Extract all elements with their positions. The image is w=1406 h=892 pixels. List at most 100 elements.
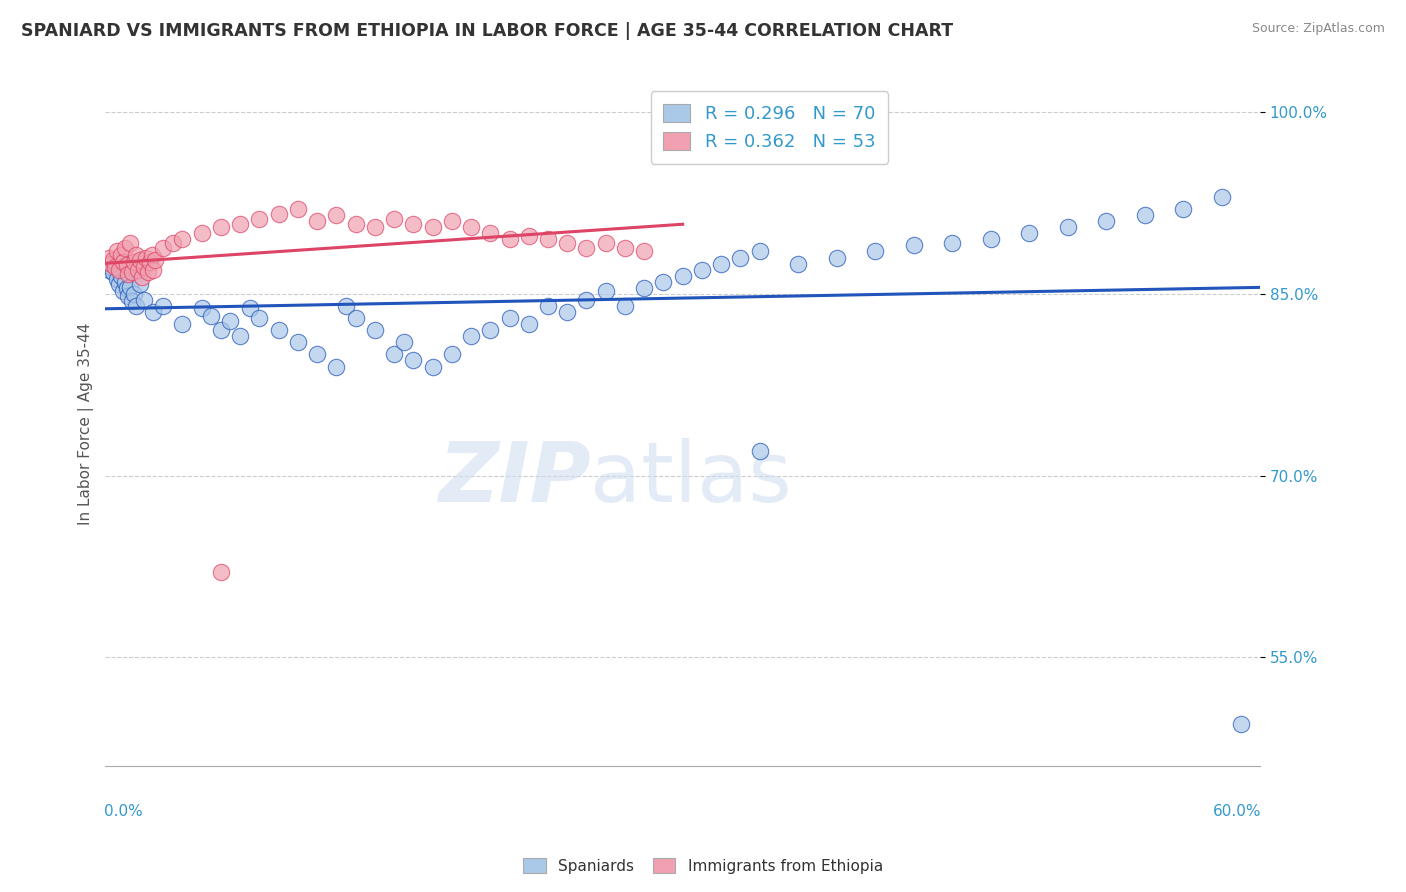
Point (162, 235, 184, 250)
Point (941, 235, 963, 250)
Point (267, 207, 290, 221)
Point (129, 252, 152, 267)
Point (787, 256, 810, 270)
Point (1133, 208, 1156, 222)
Point (537, 299, 560, 313)
Point (125, 248, 148, 262)
Point (730, 251, 752, 265)
Point (145, 252, 167, 267)
Point (219, 313, 242, 327)
Legend: Spaniards, Immigrants from Ethiopia: Spaniards, Immigrants from Ethiopia (517, 852, 889, 880)
Point (382, 211, 405, 226)
Point (125, 299, 148, 313)
Point (131, 269, 153, 284)
Point (142, 262, 165, 277)
Point (247, 211, 270, 226)
Point (575, 293, 598, 307)
Point (710, 256, 733, 270)
Point (335, 299, 357, 313)
Point (127, 262, 149, 277)
Point (633, 281, 655, 295)
Point (307, 347, 329, 361)
Text: 60.0%: 60.0% (1212, 804, 1261, 819)
Point (344, 311, 367, 326)
Point (555, 305, 578, 319)
Point (141, 248, 163, 262)
Point (121, 294, 143, 309)
Point (100, 260, 122, 275)
Point (690, 262, 713, 277)
Point (460, 220, 482, 235)
Point (498, 311, 520, 326)
Point (104, 260, 127, 275)
Point (247, 311, 270, 326)
Point (121, 265, 143, 279)
Point (325, 359, 347, 374)
Point (1018, 227, 1040, 241)
Point (364, 323, 387, 337)
Point (152, 241, 174, 255)
Point (517, 317, 540, 331)
Point (101, 252, 124, 267)
Point (98, 251, 121, 265)
Point (267, 323, 290, 337)
Point (980, 232, 1002, 246)
Point (307, 214, 329, 228)
Text: ZIP: ZIP (437, 438, 591, 519)
Point (325, 208, 347, 222)
Point (382, 347, 405, 361)
Point (633, 244, 655, 259)
Point (903, 238, 925, 252)
Point (190, 227, 212, 241)
Point (863, 244, 886, 259)
Point (120, 279, 142, 293)
Point (537, 232, 560, 246)
Point (172, 317, 194, 331)
Point (825, 251, 848, 265)
Point (595, 285, 617, 299)
Text: 0.0%: 0.0% (104, 804, 143, 819)
Point (111, 285, 134, 299)
Point (422, 359, 444, 374)
Point (132, 293, 155, 307)
Point (402, 353, 425, 368)
Point (440, 214, 463, 228)
Point (200, 309, 222, 323)
Point (575, 241, 598, 255)
Point (422, 220, 444, 235)
Point (402, 217, 425, 231)
Point (479, 323, 502, 337)
Point (229, 217, 252, 231)
Point (209, 323, 232, 337)
Point (104, 256, 127, 270)
Point (120, 235, 142, 250)
Point (100, 256, 122, 270)
Point (105, 244, 128, 259)
Point (517, 228, 540, 243)
Point (613, 299, 636, 313)
Point (122, 255, 145, 269)
Point (142, 305, 165, 319)
Point (344, 217, 367, 231)
Point (101, 265, 124, 279)
Point (136, 265, 159, 279)
Point (122, 286, 145, 301)
Text: Source: ZipAtlas.com: Source: ZipAtlas.com (1251, 22, 1385, 36)
Point (748, 444, 770, 458)
Text: atlas: atlas (591, 438, 792, 519)
Point (110, 268, 132, 283)
Point (108, 262, 131, 277)
Point (114, 275, 136, 289)
Point (287, 202, 309, 216)
Point (613, 241, 636, 255)
Point (115, 258, 138, 272)
Point (460, 329, 482, 343)
Point (105, 272, 128, 286)
Point (440, 347, 463, 361)
Point (672, 268, 695, 283)
Point (1229, 716, 1251, 731)
Y-axis label: In Labor Force | Age 35-44: In Labor Force | Age 35-44 (79, 323, 94, 525)
Point (117, 289, 139, 303)
Point (209, 220, 232, 235)
Point (152, 299, 174, 313)
